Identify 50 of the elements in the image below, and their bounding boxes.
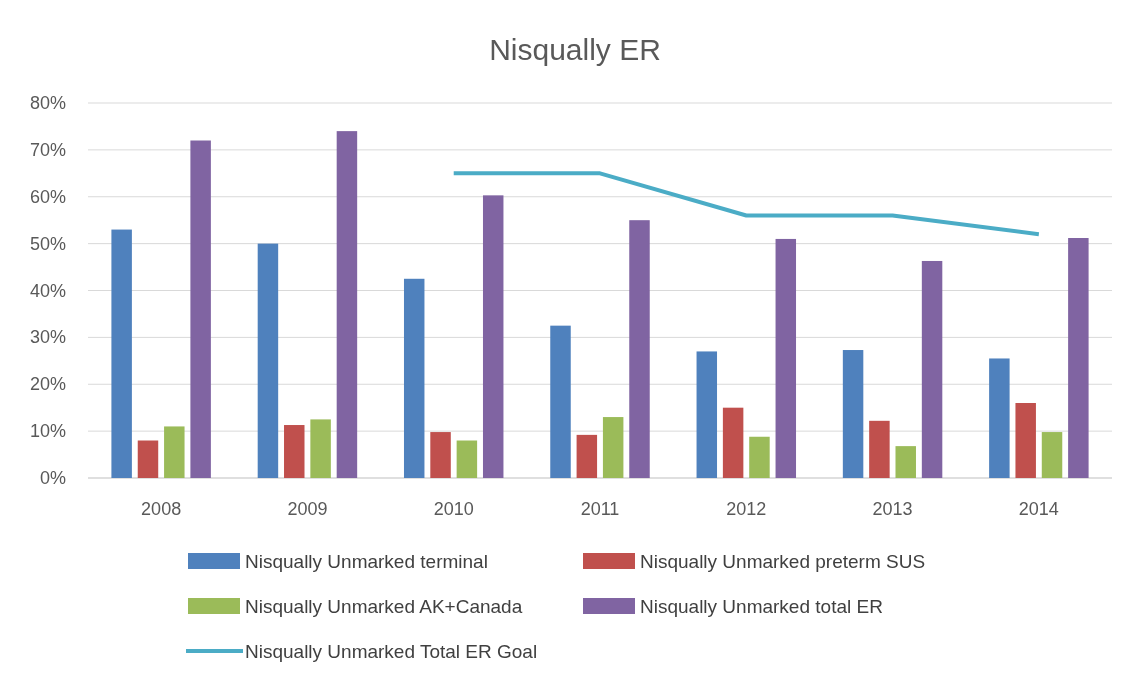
y-tick-label: 40% (29, 280, 66, 301)
x-tick-label: 2011 (580, 499, 620, 519)
x-tick-label: 2012 (726, 499, 767, 519)
y-tick-label: 10% (29, 421, 66, 442)
bar (257, 243, 279, 478)
x-tick-label: 2010 (433, 499, 474, 519)
bar (111, 229, 132, 478)
bar (775, 238, 797, 478)
y-tick-label: 0% (39, 468, 66, 488)
y-tick-label: 20% (29, 374, 66, 395)
bar (430, 432, 451, 478)
legend-label: Nisqually Unmarked Total ER Goal (245, 641, 538, 662)
bar (602, 417, 624, 478)
x-tick-label: 2014 (1018, 499, 1059, 519)
bar (722, 407, 744, 478)
bar (842, 350, 864, 478)
y-tick-label: 70% (29, 139, 66, 160)
bar (137, 440, 159, 478)
bar (1015, 403, 1036, 478)
bar (749, 436, 770, 478)
legend-label: Nisqually Unmarked preterm SUS (640, 551, 926, 572)
y-tick-label: 30% (29, 327, 66, 348)
bar (989, 358, 1010, 478)
bar (284, 425, 305, 478)
bar (1068, 238, 1089, 478)
bar (336, 131, 358, 478)
bar (696, 351, 718, 478)
y-tick-label: 80% (29, 93, 66, 113)
bar (550, 325, 571, 478)
bar (164, 426, 185, 478)
bar (1041, 432, 1063, 478)
bar (403, 278, 425, 478)
legend-label: Nisqually Unmarked terminal (245, 551, 488, 572)
bar (895, 446, 916, 478)
bar (456, 440, 478, 478)
y-tick-label: 50% (29, 233, 66, 254)
x-tick-label: 2009 (287, 499, 328, 519)
x-tick-label: 2013 (872, 499, 913, 519)
bar (921, 260, 943, 478)
y-tick-label: 60% (29, 186, 66, 207)
bar (190, 140, 211, 478)
x-tick-label: 2008 (141, 499, 182, 519)
bar (629, 220, 650, 478)
bar (482, 195, 504, 478)
legend-label: Nisqually Unmarked AK+Canada (245, 596, 523, 617)
legend-label: Nisqually Unmarked total ER (640, 596, 883, 617)
bar (576, 434, 598, 478)
chart-title: Nisqually ER (489, 33, 661, 66)
bar (310, 419, 331, 478)
bar (869, 420, 890, 478)
